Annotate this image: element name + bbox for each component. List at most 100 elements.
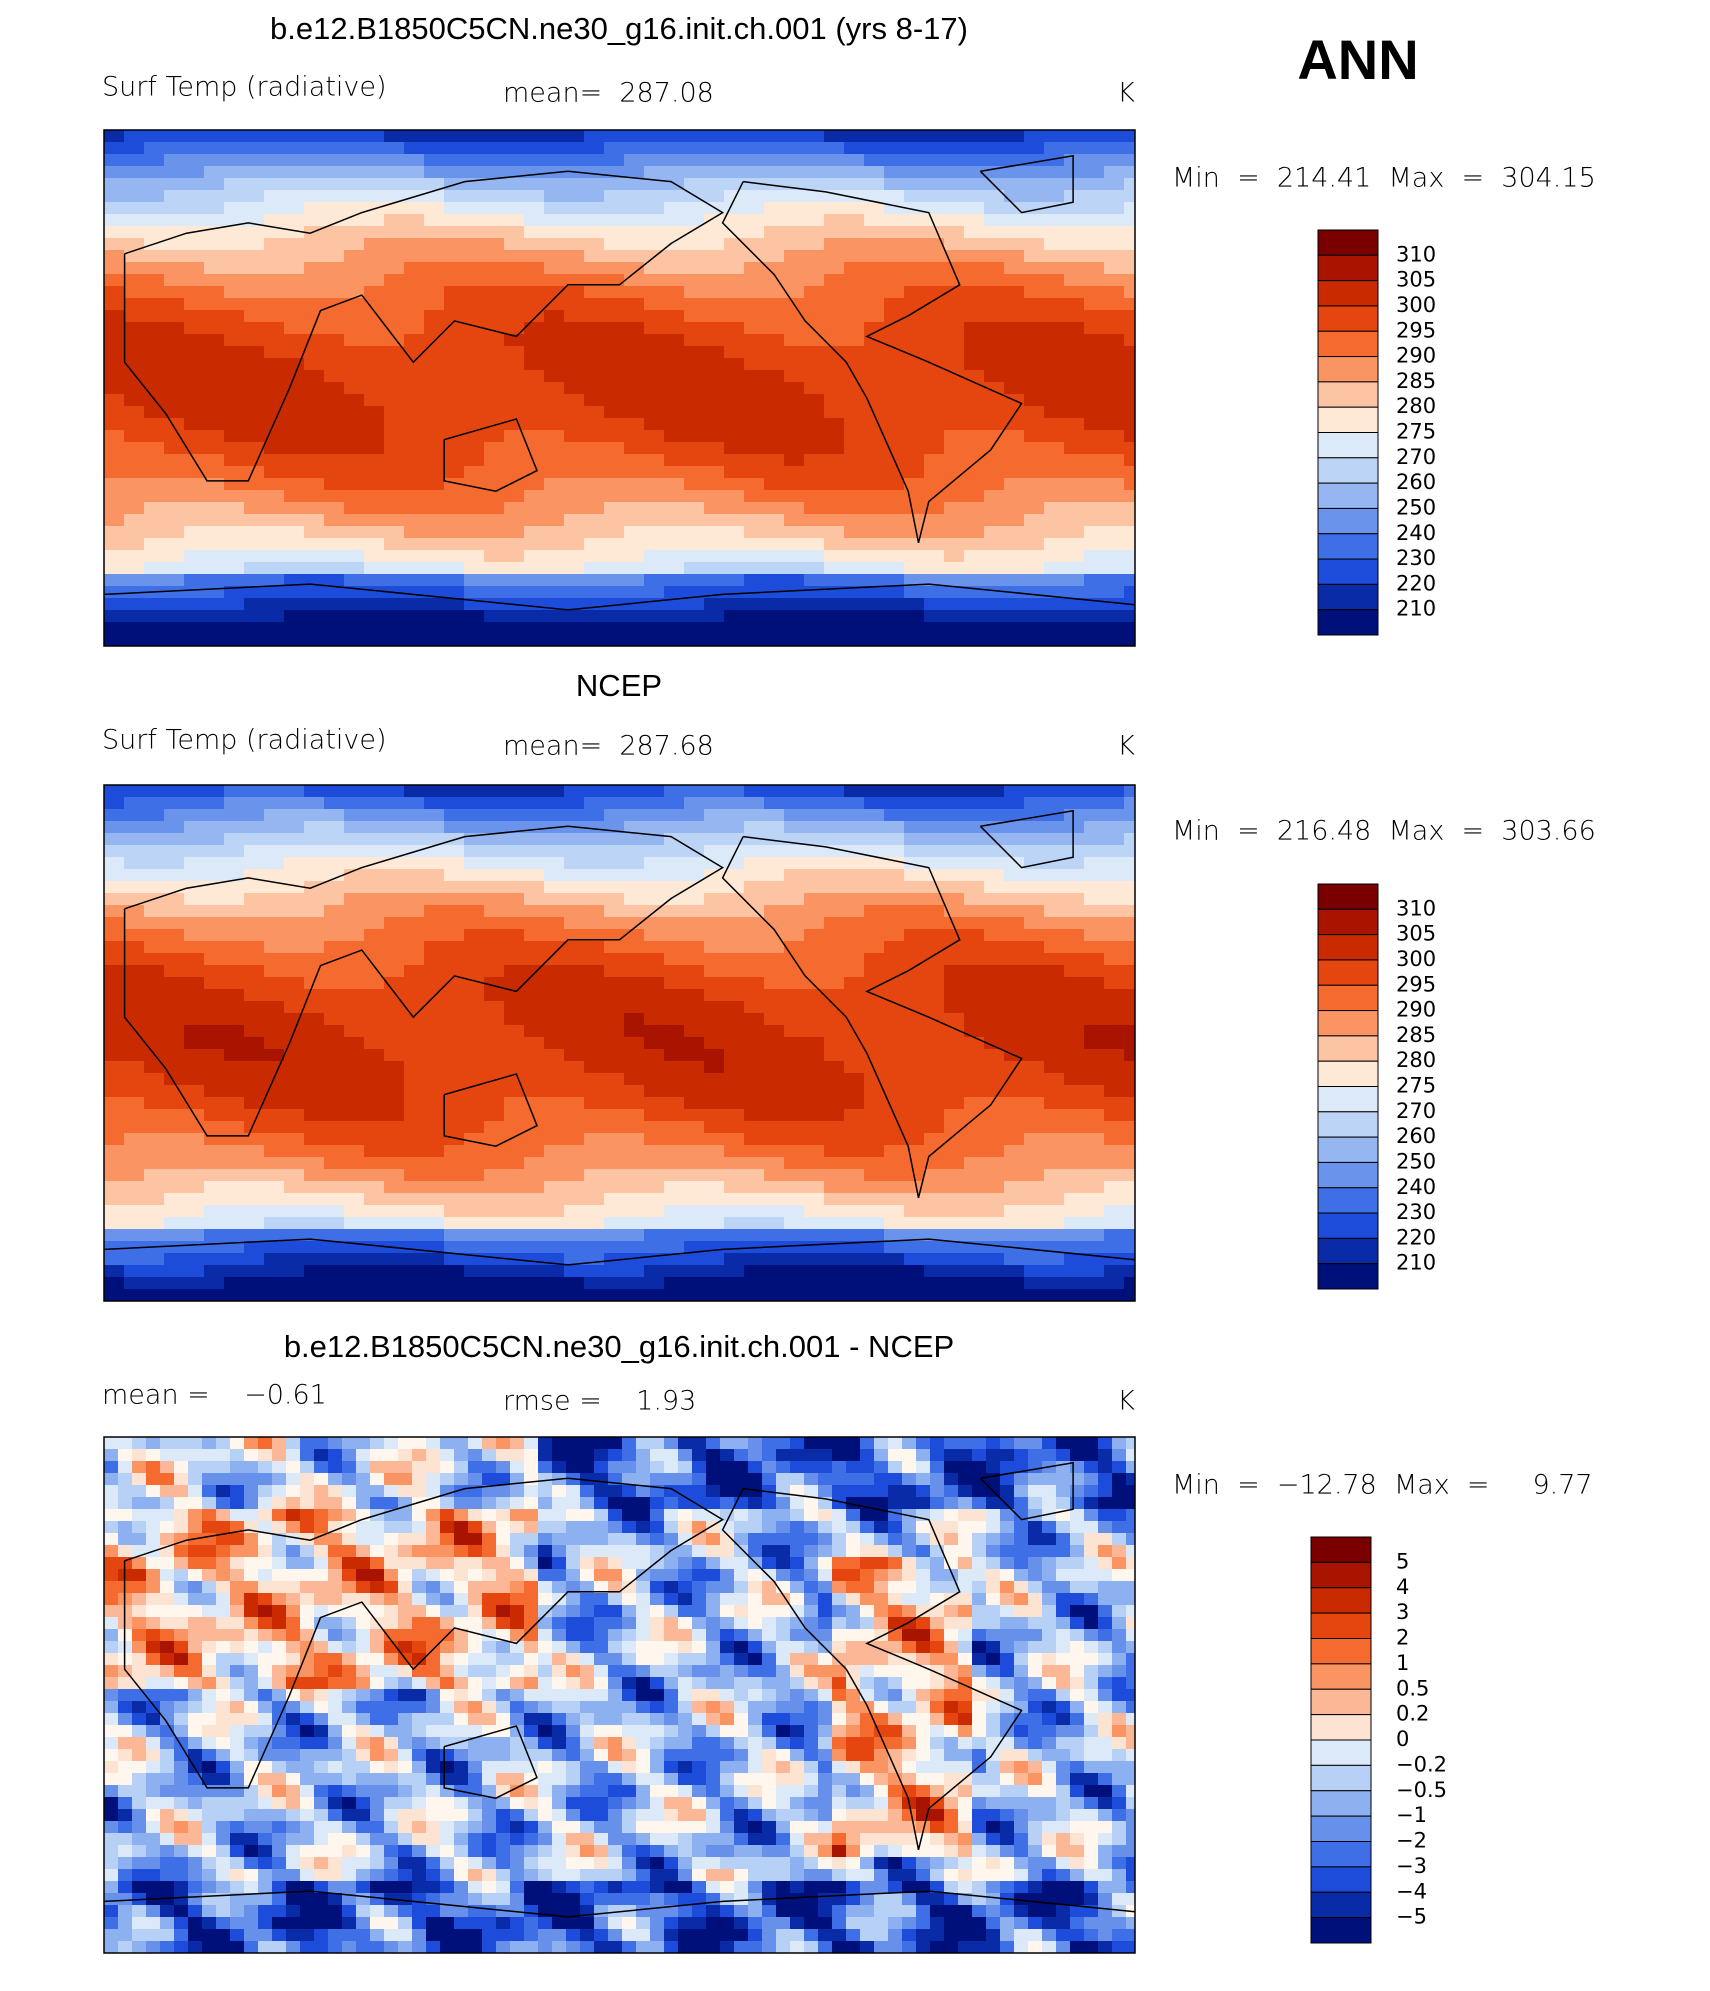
map-cell: [604, 346, 624, 358]
map-cell: [364, 941, 384, 953]
map-cell: [1084, 1109, 1104, 1121]
map-cell: [844, 1253, 864, 1265]
map-cell: [484, 821, 504, 833]
map-cell: [344, 1277, 364, 1289]
map-cell: [284, 490, 304, 502]
map-cell: [404, 574, 424, 586]
map-cell: [1124, 1013, 1135, 1025]
map-cell: [784, 989, 804, 1001]
map-cell: [1028, 1449, 1042, 1461]
map-cell: [564, 634, 584, 646]
map-cell: [902, 1461, 916, 1473]
map-cell: [784, 797, 804, 809]
map-cell: [804, 1229, 824, 1241]
map-cell: [124, 394, 144, 406]
map-cell: [1024, 442, 1044, 454]
map-cell: [544, 394, 564, 406]
map-cell: [584, 610, 604, 622]
map-cell: [1084, 166, 1104, 178]
map-cell: [344, 1037, 364, 1049]
map-cell: [784, 1085, 804, 1097]
colorbar-box: [1317, 959, 1379, 986]
map-cell: [144, 298, 164, 310]
map-cell: [1124, 382, 1135, 394]
map-cell: [244, 1437, 258, 1449]
map-cell: [524, 526, 544, 538]
map-cell: [784, 941, 804, 953]
map-cell: [1024, 869, 1044, 881]
map-cell: [584, 941, 604, 953]
map-cell: [424, 1013, 444, 1025]
map-cell: [1004, 785, 1024, 797]
map-cell: [1124, 334, 1135, 346]
map-cell: [924, 286, 944, 298]
map-cell: [1024, 785, 1044, 797]
map-cell: [684, 941, 704, 953]
map-cell: [104, 1449, 118, 1461]
map-cell: [684, 538, 704, 550]
map-cell: [284, 430, 304, 442]
map-cell: [964, 466, 984, 478]
map-cell: [344, 634, 364, 646]
map-cell: [1044, 514, 1064, 526]
map-cell: [678, 1497, 692, 1509]
map-cell: [304, 1181, 324, 1193]
map-cell: [144, 1289, 164, 1301]
map-cell: [244, 406, 264, 418]
map-cell: [464, 490, 484, 502]
map-cell: [624, 226, 644, 238]
map-cell: [644, 406, 664, 418]
map-cell: [384, 809, 404, 821]
map-cell: [704, 797, 724, 809]
map-cell: [124, 1049, 144, 1061]
map-cell: [124, 1097, 144, 1109]
map-cell: [364, 466, 384, 478]
map-cell: [804, 1449, 818, 1461]
map-cell: [784, 466, 804, 478]
map-cell: [704, 977, 724, 989]
map-cell: [724, 406, 744, 418]
map-cell: [564, 238, 584, 250]
map-cell: [284, 1133, 304, 1145]
map-cell: [364, 250, 384, 262]
map-cell: [264, 1193, 284, 1205]
map-cell: [604, 550, 624, 562]
map-cell: [724, 142, 744, 154]
map-cell: [744, 1253, 764, 1265]
map-cell: [484, 130, 504, 142]
map-cell: [1024, 550, 1044, 562]
map-cell: [244, 634, 264, 646]
map-cell: [804, 1049, 824, 1061]
map-cell: [784, 1133, 804, 1145]
map-cell: [636, 1461, 650, 1473]
map-cell: [384, 622, 404, 634]
map-cell: [344, 286, 364, 298]
map-cell: [1064, 238, 1084, 250]
map-cell: [1104, 622, 1124, 634]
map-cell: [944, 1241, 964, 1253]
map-cell: [1064, 1073, 1084, 1085]
map-cell: [284, 929, 304, 941]
map-cell: [944, 1061, 964, 1073]
map-cell: [300, 1437, 314, 1449]
map-cell: [664, 1265, 684, 1277]
map-cell: [468, 1473, 482, 1485]
map-cell: [864, 202, 884, 214]
map-cell: [824, 502, 844, 514]
map-cell: [104, 358, 124, 370]
map-cell: [264, 929, 284, 941]
map-cell: [440, 1461, 454, 1473]
map-cell: [864, 797, 884, 809]
map-cell: [964, 1181, 984, 1193]
map-cell: [884, 1061, 904, 1073]
map-cell: [104, 977, 124, 989]
map-cell: [184, 809, 204, 821]
map-cell: [224, 226, 244, 238]
map-cell: [184, 286, 204, 298]
map-cell: [184, 1277, 204, 1289]
map-cell: [124, 178, 144, 190]
map-cell: [284, 250, 304, 262]
map-cell: [364, 1001, 384, 1013]
map-cell: [1112, 1473, 1126, 1485]
map-cell: [744, 845, 764, 857]
